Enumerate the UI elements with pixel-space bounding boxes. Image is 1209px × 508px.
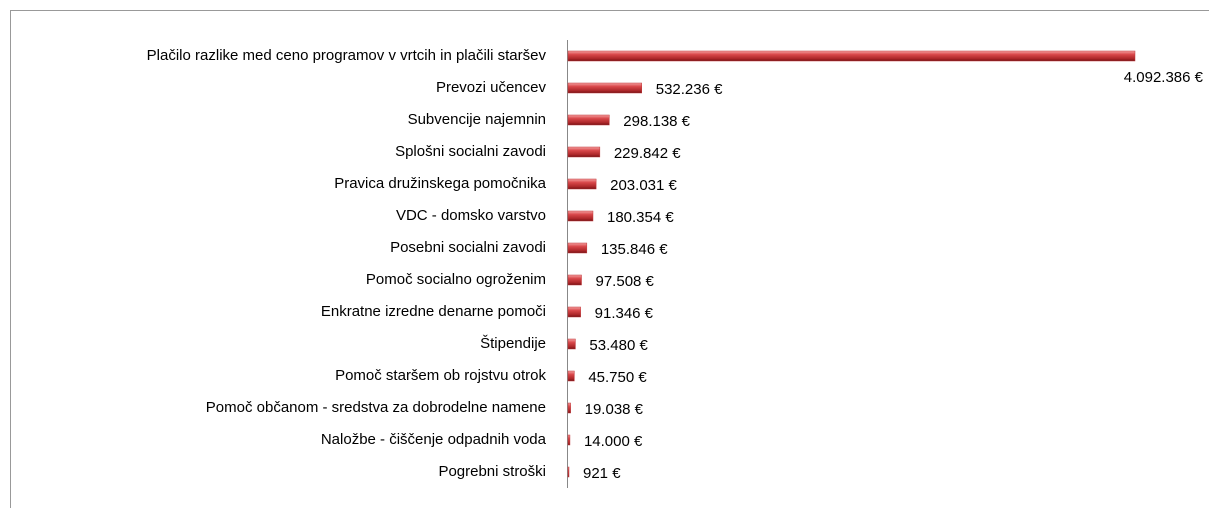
bar — [567, 210, 594, 222]
category-label: Posebni socialni zavodi — [390, 239, 546, 256]
category-label: Štipendije — [480, 335, 546, 352]
category-label: Pogrebni stroški — [438, 463, 546, 480]
value-label: 45.750 € — [588, 369, 647, 386]
category-label: Naložbe - čiščenje odpadnih voda — [321, 431, 547, 448]
value-label: 4.092.386 € — [1124, 69, 1204, 86]
value-label: 19.038 € — [585, 401, 644, 418]
bar — [567, 178, 597, 190]
bar — [567, 466, 570, 478]
category-label: Splošni socialni zavodi — [395, 143, 546, 160]
value-label: 532.236 € — [656, 81, 723, 98]
category-label: Pomoč socialno ogroženim — [366, 271, 546, 288]
value-label: 91.346 € — [595, 305, 654, 322]
category-label: Prevozi učencev — [436, 79, 547, 96]
bar — [567, 50, 1136, 62]
bar — [567, 370, 575, 382]
bar — [567, 242, 588, 254]
bar — [567, 114, 610, 126]
bar — [567, 306, 581, 318]
category-label: VDC - domsko varstvo — [396, 207, 546, 224]
category-label: Plačilo razlike med ceno programov v vrt… — [147, 47, 547, 64]
bar — [567, 82, 642, 94]
category-label: Enkratne izredne denarne pomoči — [321, 303, 546, 320]
bar — [567, 338, 576, 350]
frame — [10, 10, 1209, 508]
value-label: 298.138 € — [623, 113, 690, 130]
value-label: 229.842 € — [614, 145, 681, 162]
value-label: 14.000 € — [584, 433, 643, 450]
value-label: 97.508 € — [596, 273, 655, 290]
value-label: 53.480 € — [589, 337, 648, 354]
bar — [567, 434, 571, 446]
value-label: 203.031 € — [610, 177, 677, 194]
value-label: 135.846 € — [601, 241, 668, 258]
bar — [567, 402, 571, 414]
category-label: Pomoč občanom - sredstva za dobrodelne n… — [206, 399, 546, 416]
bar — [567, 274, 582, 286]
category-label: Subvencije najemnin — [408, 111, 546, 128]
category-label: Pomoč staršem ob rojstvu otrok — [335, 367, 546, 384]
category-label: Pravica družinskega pomočnika — [334, 175, 546, 192]
bar — [567, 146, 601, 158]
value-label: 180.354 € — [607, 209, 674, 226]
value-label: 921 € — [583, 465, 621, 482]
